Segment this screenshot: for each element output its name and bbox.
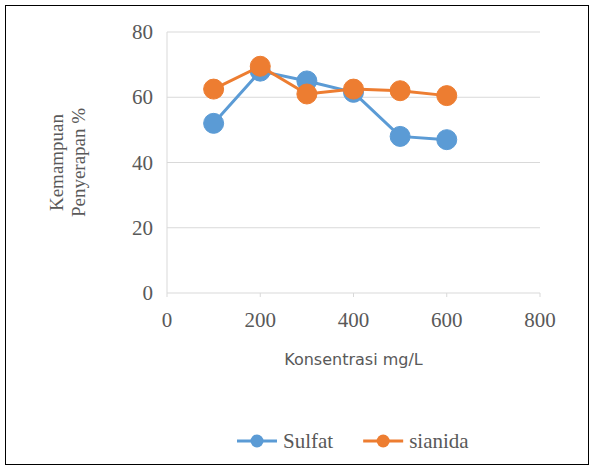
y-tick-label: 20 bbox=[132, 216, 153, 240]
x-tick-label: 400 bbox=[338, 308, 370, 332]
x-tick-label: 200 bbox=[245, 308, 277, 332]
y-axis-title-line: Penyerapan % bbox=[68, 108, 89, 217]
x-tick bbox=[353, 293, 354, 297]
y-axis-title-line: Kemampuan bbox=[46, 113, 67, 211]
x-tick-label: 0 bbox=[162, 308, 173, 332]
y-tick-label: 60 bbox=[132, 85, 153, 109]
y-axis-line bbox=[167, 32, 168, 293]
data-point bbox=[204, 79, 224, 99]
plot-area bbox=[204, 56, 457, 149]
data-point bbox=[204, 113, 224, 133]
x-tick bbox=[446, 293, 447, 297]
data-point bbox=[344, 79, 364, 99]
x-tick-label: 800 bbox=[524, 308, 556, 332]
data-point bbox=[250, 56, 270, 76]
legend-label: sianida bbox=[409, 429, 469, 453]
data-point bbox=[390, 81, 410, 101]
data-point bbox=[437, 130, 457, 150]
y-tick-label: 40 bbox=[132, 151, 153, 175]
grid-line bbox=[167, 162, 540, 163]
x-tick-label: 600 bbox=[431, 308, 463, 332]
chart-frame bbox=[6, 6, 589, 465]
y-tick-label: 80 bbox=[132, 20, 153, 44]
grid-line bbox=[167, 227, 540, 228]
x-tick bbox=[260, 293, 261, 297]
legend-label: Sulfat bbox=[283, 429, 333, 453]
legend-marker bbox=[377, 435, 390, 448]
grid-line bbox=[167, 32, 540, 33]
data-point bbox=[390, 126, 410, 146]
x-tick bbox=[167, 293, 168, 297]
chart-root: 0204060800200400600800Konsentrasi mg/LKe… bbox=[0, 0, 594, 470]
legend-marker bbox=[251, 435, 264, 448]
data-point bbox=[297, 84, 317, 104]
x-tick bbox=[540, 293, 541, 297]
x-axis-title: Konsentrasi mg/L bbox=[284, 350, 423, 369]
series-line bbox=[214, 71, 447, 140]
data-point bbox=[437, 86, 457, 106]
series-line bbox=[214, 66, 447, 95]
chart: 0204060800200400600800Konsentrasi mg/LKe… bbox=[0, 0, 594, 470]
legend: Sulfat sianida bbox=[237, 429, 469, 453]
y-tick-label: 0 bbox=[143, 281, 154, 305]
y-axis-title: KemampuanPenyerapan % bbox=[46, 108, 89, 217]
